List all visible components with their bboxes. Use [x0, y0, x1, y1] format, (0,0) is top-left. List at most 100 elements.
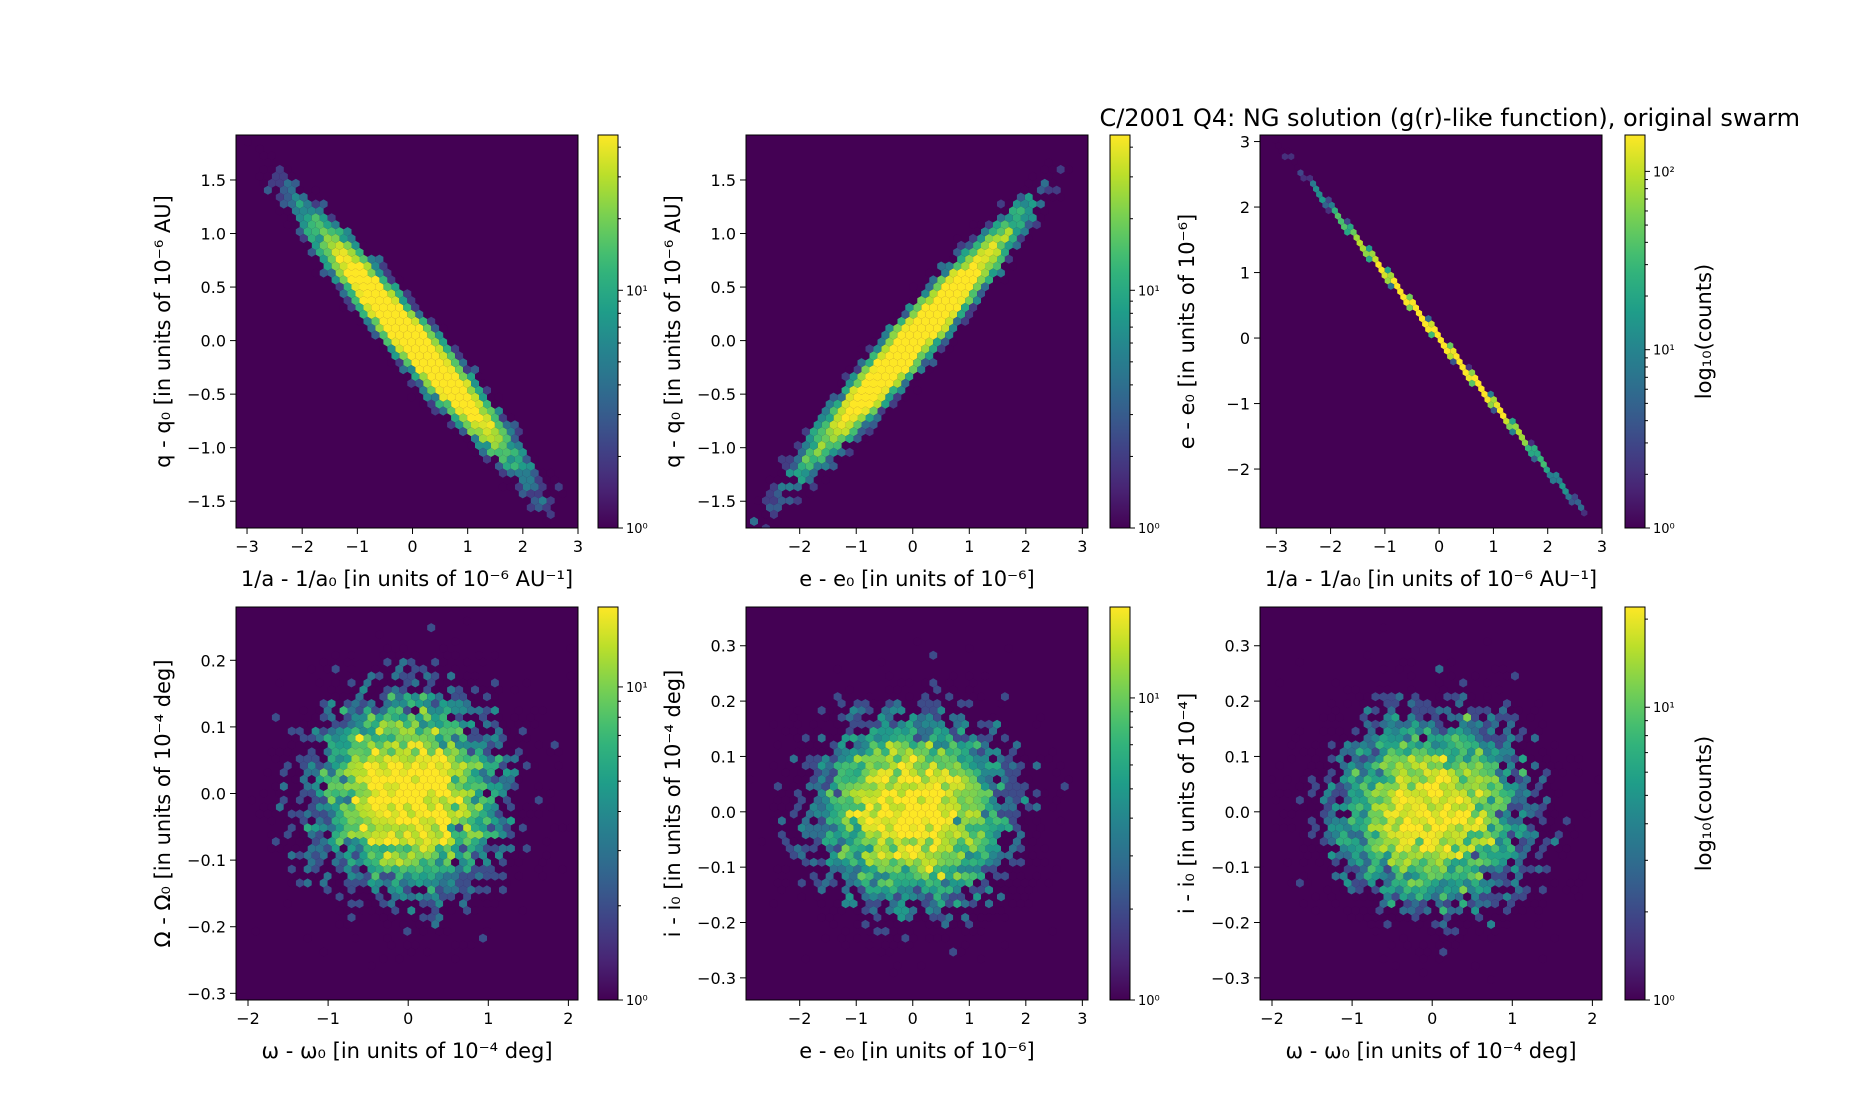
hexbin-cell: [479, 392, 487, 402]
hexbin-cell: [399, 685, 408, 695]
hexbin-cell: [327, 213, 336, 223]
hexbin-cell: [869, 781, 878, 791]
hexbin-cell: [1040, 164, 1049, 175]
hexbin-cell: [403, 344, 412, 354]
hexbin-cell: [1475, 816, 1484, 826]
hexbin-cell: [945, 912, 954, 923]
hexbin-cell: [909, 933, 918, 943]
hexbin-cell: [801, 830, 810, 840]
hexbin-cell: [483, 926, 491, 936]
hexbin-cell: [315, 747, 324, 757]
hexbin-cell: [1371, 802, 1380, 812]
hexbin-cell: [1507, 871, 1515, 881]
hexbin-cell: [463, 878, 471, 888]
hexbin-cell: [514, 705, 523, 716]
hexbin-cell: [985, 788, 993, 798]
hexbin-cell: [491, 899, 499, 909]
hexbin-cell: [475, 385, 483, 395]
hexbin-cell: [1359, 726, 1368, 736]
hexbin-cell: [475, 857, 483, 867]
hexbin-cell: [817, 705, 826, 716]
hexbin-cell: [483, 413, 491, 423]
hexbin-cell: [1323, 843, 1332, 854]
hexbin-cell: [435, 747, 444, 757]
hexbin-cell: [1319, 837, 1328, 847]
hexbin-cell: [1004, 768, 1013, 778]
hexbin-cell: [459, 899, 468, 909]
hexbin-cell: [1335, 850, 1344, 860]
hexbin-cell: [949, 337, 958, 347]
hexbin-cell: [530, 496, 539, 506]
hexbin-cell: [303, 227, 312, 237]
hexbin-cell: [463, 392, 471, 402]
hexbin-cell: [479, 933, 487, 943]
hexbin-cell: [989, 781, 997, 791]
hexbin-cell: [937, 330, 946, 340]
hexbin-cell: [287, 878, 296, 888]
hexbin-cell: [1331, 788, 1340, 798]
hexbin-cell: [518, 489, 527, 499]
hexbin-cell: [1507, 788, 1515, 798]
hexbin-cell: [997, 781, 1005, 791]
hexbin-cell: [945, 843, 954, 854]
hexbin-cell: [1004, 740, 1013, 750]
hexbin-cell: [387, 275, 396, 285]
hexbin-cell: [969, 788, 978, 798]
hexbin-cell: [431, 768, 440, 778]
hexbin-cell: [1355, 802, 1364, 812]
hexbin-cell: [913, 912, 922, 923]
hexbin-cell: [853, 699, 862, 709]
hexbin-cell: [985, 843, 993, 854]
hexbin-cell: [1447, 342, 1454, 350]
hexbin-cell: [1562, 885, 1571, 895]
hexbin-cell: [1319, 850, 1328, 860]
hexbin-cell: [335, 837, 344, 847]
hexbin-cell: [1431, 781, 1440, 791]
hexbin-cell: [941, 282, 950, 292]
hexbin-cell: [427, 899, 436, 909]
hexbin-cell: [877, 699, 886, 709]
hexbin-cell: [510, 475, 519, 485]
hexbin-cell: [506, 816, 515, 826]
hexbin-cell: [1343, 740, 1352, 750]
y-tick-label: −0.2: [187, 918, 226, 937]
hexbin-cell: [853, 420, 862, 430]
hexbin-cell: [1475, 899, 1484, 909]
hexbin-cell: [355, 830, 364, 840]
hexbin-cell: [391, 671, 400, 681]
hexbin-cell: [1459, 802, 1468, 812]
hexbin-cell: [487, 823, 495, 833]
hexbin-cell: [347, 289, 356, 299]
hexbin-cell: [809, 816, 818, 826]
hexbin-cell: [522, 678, 531, 688]
hexbin-cell: [1024, 857, 1033, 867]
hexbin-cell: [483, 761, 491, 771]
x-axis-label: ω - ω₀ [in units of 10⁻⁴ deg]: [261, 1039, 552, 1063]
hexbin-cell: [1395, 788, 1404, 798]
y-tick-label: 1: [1240, 264, 1250, 283]
hexbin-cell: [1016, 747, 1025, 757]
hexbin-cell: [387, 692, 396, 702]
hexbin-cell: [427, 371, 436, 382]
hexbin-cell: [1451, 899, 1460, 909]
hexbin-cell: [1411, 692, 1420, 702]
hexbin-cell: [419, 885, 428, 895]
hexbin-cell: [821, 850, 830, 860]
hexbin-cell: [463, 406, 471, 416]
hexbin-cell: [1427, 885, 1436, 895]
hexbin-cell: [933, 933, 942, 943]
hexbin-cell: [471, 768, 479, 778]
hexbin-cell: [913, 371, 922, 382]
hexbin-cell: [829, 712, 838, 722]
hexbin-cell: [909, 892, 918, 902]
hexbin-cell: [849, 830, 858, 840]
hexbin-cell: [1048, 926, 1057, 936]
hexbin-cell: [1439, 726, 1448, 736]
hexbin-cell: [327, 864, 336, 874]
hexbin-cell: [801, 747, 810, 757]
hexbin-cell: [933, 712, 942, 722]
hexbin-cell: [1260, 864, 1264, 874]
hexbin-cell: [403, 705, 412, 716]
hexbin-cell: [1331, 207, 1338, 215]
hexbin-cell: [1419, 899, 1428, 909]
